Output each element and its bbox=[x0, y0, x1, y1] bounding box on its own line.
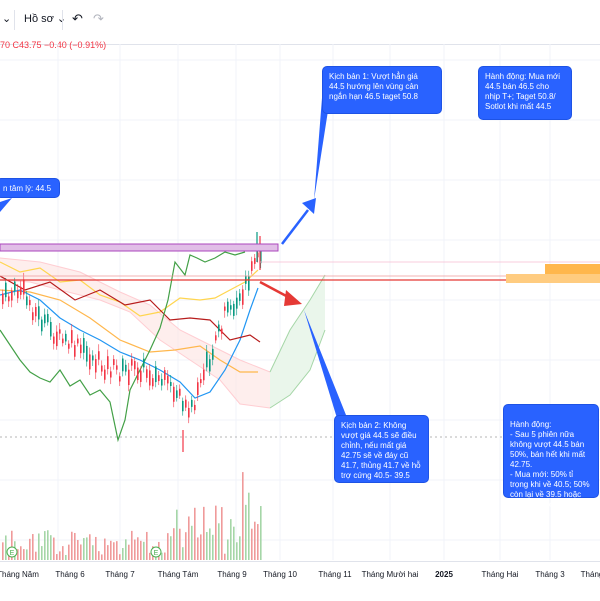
time-axis-tick: Tháng 3 bbox=[535, 570, 565, 579]
time-axis-tick: Tháng 11 bbox=[318, 570, 352, 579]
time-axis-tick: Tháng 7 bbox=[105, 570, 135, 579]
callout-action1[interactable]: Hành động: Mua mới 44.5 bán 46.5 cho nhị… bbox=[478, 66, 572, 120]
chevron-down-icon: ⌄ bbox=[57, 12, 66, 25]
ichimoku-cloud bbox=[0, 257, 326, 409]
scenario1-arrow bbox=[281, 198, 316, 245]
resistance-zone[interactable] bbox=[0, 243, 279, 252]
callout-text: n tâm lý: 44.5 bbox=[3, 184, 52, 193]
callout-text: Hành động: - Sau 5 phiên nữa không vượt … bbox=[510, 420, 590, 519]
time-axis-tick: Tháng Tám bbox=[157, 570, 199, 579]
time-axis-tick: Tháng Năm bbox=[0, 570, 39, 579]
time-axis-tick: Tháng 6 bbox=[55, 570, 85, 579]
time-axis-tick: Tháng bbox=[580, 570, 600, 579]
top-toolbar: ⌄ Hồ sơ ⌄ ↶ ↷ bbox=[0, 0, 600, 45]
time-axis-tick: Tháng Hai bbox=[481, 570, 519, 579]
time-axis-tick: 2025 bbox=[435, 570, 453, 579]
time-axis-tick: Tháng 10 bbox=[263, 570, 297, 579]
undo-icon[interactable]: ↶ bbox=[72, 11, 83, 26]
callout-tail bbox=[0, 198, 12, 212]
target-zone-upper bbox=[545, 264, 600, 274]
target-zone-lower bbox=[506, 274, 600, 283]
toolbar-divider bbox=[14, 10, 15, 30]
callout-text: Kịch bản 2: Không vượt giá 44.5 sẽ điều … bbox=[341, 421, 421, 480]
chevron-down-icon[interactable]: ⌄ bbox=[2, 13, 12, 25]
callout-partial-left[interactable]: n tâm lý: 44.5 bbox=[0, 178, 60, 198]
earnings-marker[interactable]: E bbox=[6, 546, 18, 558]
time-axis[interactable]: Tháng Năm Tháng 6 Tháng 7 Tháng Tám Thán… bbox=[0, 561, 600, 601]
time-axis-tick: Tháng 9 bbox=[217, 570, 247, 579]
callout-scenario1[interactable]: Kịch bản 1: Vượt hẳn giá 44.5 hướng lên … bbox=[322, 66, 442, 114]
scenario2-arrow bbox=[259, 280, 302, 306]
profile-label: Hồ sơ bbox=[24, 12, 54, 25]
profile-dropdown[interactable]: Hồ sơ ⌄ bbox=[24, 12, 66, 26]
time-axis-tick: Tháng Mười hai bbox=[361, 570, 419, 579]
volume-bars bbox=[2, 472, 262, 560]
earnings-marker[interactable]: E bbox=[150, 546, 162, 558]
redo-icon[interactable]: ↷ bbox=[93, 11, 104, 26]
toolbar-divider bbox=[62, 10, 63, 30]
callout-text: Hành động: Mua mới 44.5 bán 46.5 cho nhị… bbox=[485, 72, 561, 111]
callout-tail bbox=[314, 98, 330, 200]
earnings-marker-label: E bbox=[10, 550, 15, 557]
callout-scenario2[interactable]: Kịch bản 2: Không vượt giá 44.5 sẽ điều … bbox=[334, 415, 429, 483]
candlesticks bbox=[2, 232, 262, 452]
earnings-marker-label: E bbox=[154, 550, 159, 557]
callout-text: Kịch bản 1: Vượt hẳn giá 44.5 hướng lên … bbox=[329, 72, 419, 101]
callout-tail bbox=[304, 310, 348, 428]
callout-action2[interactable]: Hành động: - Sau 5 phiên nữa không vượt … bbox=[503, 404, 599, 519]
price-quote: 70 C43.75 −0.40 (−0.91%) bbox=[0, 40, 107, 50]
grid bbox=[0, 44, 600, 560]
